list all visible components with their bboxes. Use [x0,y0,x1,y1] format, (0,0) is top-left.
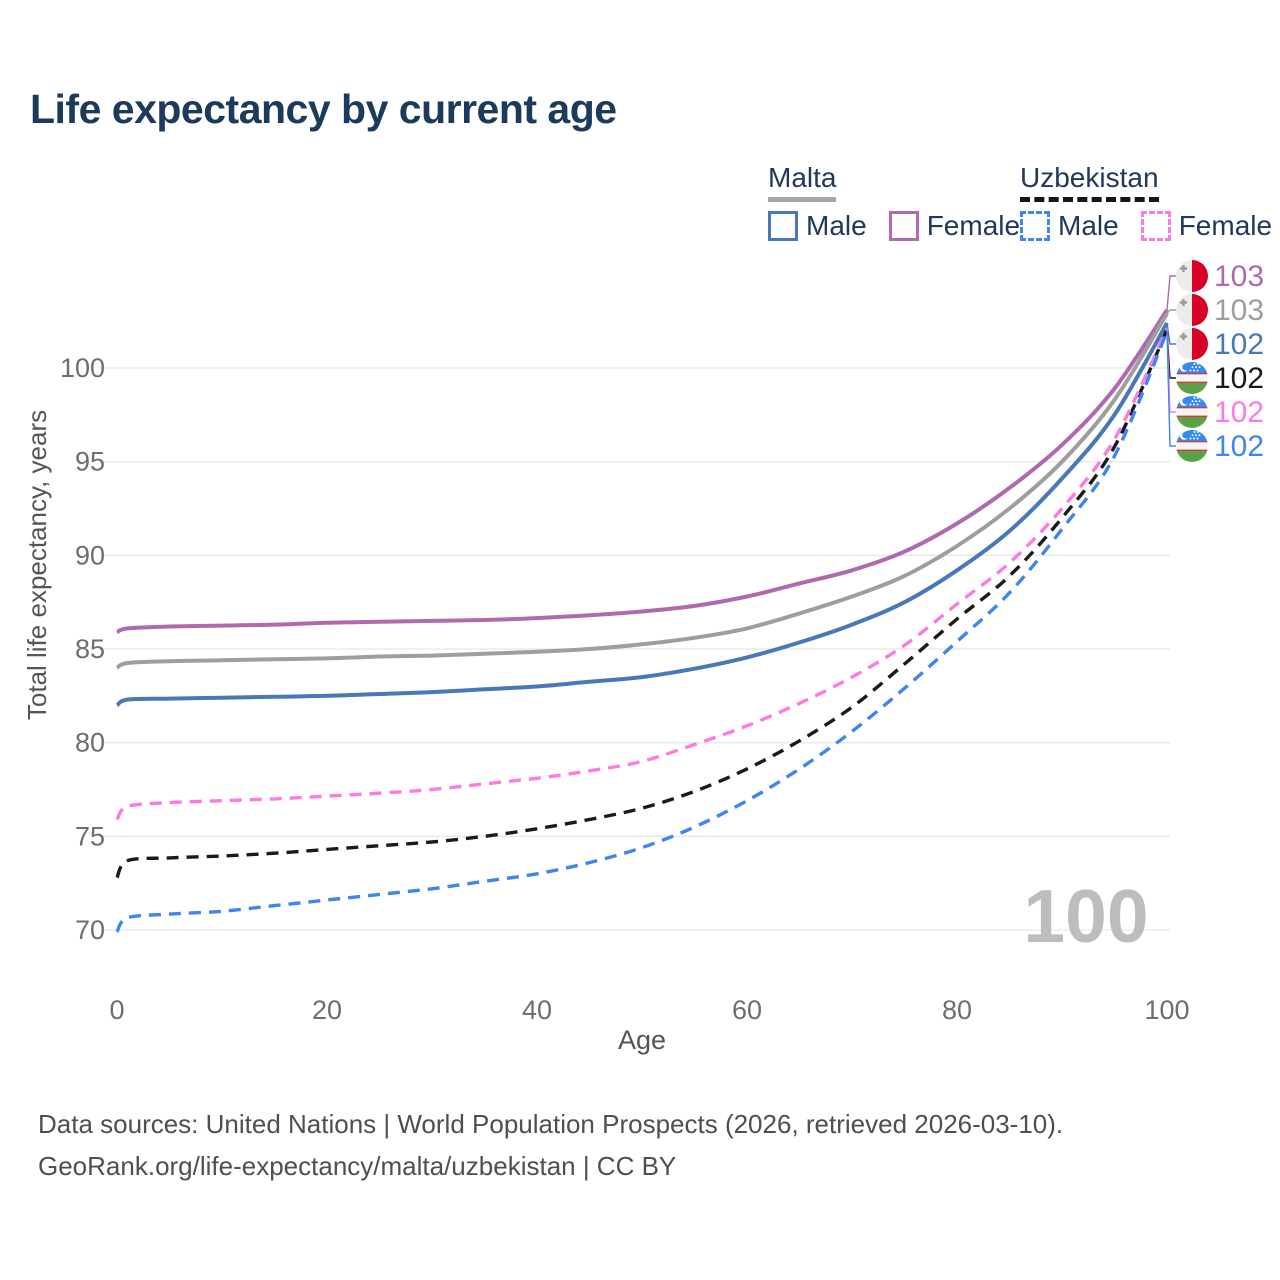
uzbekistan-female-label: Female [1178,210,1273,242]
label-connector [1166,309,1176,315]
malta-female-label: Female [926,210,1021,242]
y-tick-label-100: 100 [60,353,105,383]
malta-male-checkbox[interactable] [768,211,798,242]
x-tick-label-20: 20 [312,995,342,1025]
legend-country-malta: Malta [768,162,837,203]
uzbekistan-male-checkbox[interactable] [1020,211,1050,242]
page-title: Life expectancy by current age [30,86,617,132]
uzbekistan-flag-icon [1176,362,1208,394]
legend-country-uzbekistan: Uzbekistan [1020,162,1159,203]
series-line-uzbekistan-both-sexes [115,328,1169,879]
malta-female-checkbox[interactable] [888,211,919,242]
end-value-uzbekistan-both-sexes: 102 [1214,362,1264,395]
legend-group-uzbekistan: Uzbekistan Male Female [1020,162,1272,242]
uzbekistan-male-label: Male [1058,210,1119,242]
y-tick-label-70: 70 [75,915,105,945]
uzbekistan-flag-icon [1176,396,1208,428]
x-tick-label-100: 100 [1144,995,1189,1025]
y-tick-label-80: 80 [75,728,105,758]
series-line-malta-female [116,308,1169,635]
legend-items-uzbekistan: Male Female [1020,210,1272,242]
y-tick-label-85: 85 [75,634,105,664]
label-connector [1166,331,1176,447]
y-tick-label-95: 95 [75,447,105,477]
y-tick-label-90: 90 [75,540,105,570]
x-tick-label-40: 40 [522,995,552,1025]
end-value-uzbekistan-female: 102 [1214,396,1264,429]
malta-flag-icon [1176,260,1208,292]
legend-item-malta-female[interactable]: Female [888,210,1021,242]
malta-male-label: Male [806,210,867,242]
series-line-malta-male [115,322,1169,707]
x-tick-label-80: 80 [942,995,972,1025]
chart-footer: Data sources: United Nations | World Pop… [38,1103,1063,1187]
malta-flag-icon [1176,328,1208,360]
x-axis-title: Age [618,1025,666,1055]
chart-legend: Malta Male Female Uzbekistan Male [0,0,1280,260]
end-value-malta-male: 102 [1214,328,1264,361]
end-value-malta-female: 103 [1214,260,1264,293]
series-line-uzbekistan-female [115,327,1169,821]
series-line-uzbekistan-male [115,330,1169,933]
series-line-malta-both-sexes [115,312,1169,670]
age-counter-watermark: 100 [1023,874,1148,958]
y-tick-label-75: 75 [75,821,105,851]
label-connector [1166,322,1176,345]
malta-flag-icon [1176,294,1208,326]
x-tick-label-60: 60 [732,995,762,1025]
legend-item-uzbekistan-male[interactable]: Male [1020,210,1119,242]
y-axis-title: Total life expectancy, years [22,410,52,720]
label-connector [1166,275,1176,310]
uzbekistan-female-checkbox[interactable] [1140,211,1171,242]
uzbekistan-flag-icon [1176,430,1208,462]
end-value-malta-both-sexes: 103 [1214,294,1264,327]
footer-attribution-line: GeoRank.org/life-expectancy/malta/uzbeki… [38,1151,677,1181]
x-tick-label-0: 0 [109,995,124,1025]
legend-item-malta-male[interactable]: Male [768,210,867,242]
legend-item-uzbekistan-female[interactable]: Female [1140,210,1273,242]
footer-sources-line: Data sources: United Nations | World Pop… [38,1109,1064,1139]
end-value-uzbekistan-male: 102 [1214,430,1264,463]
legend-group-malta: Malta Male Female [768,162,1020,242]
legend-items-malta: Male Female [768,210,1020,242]
